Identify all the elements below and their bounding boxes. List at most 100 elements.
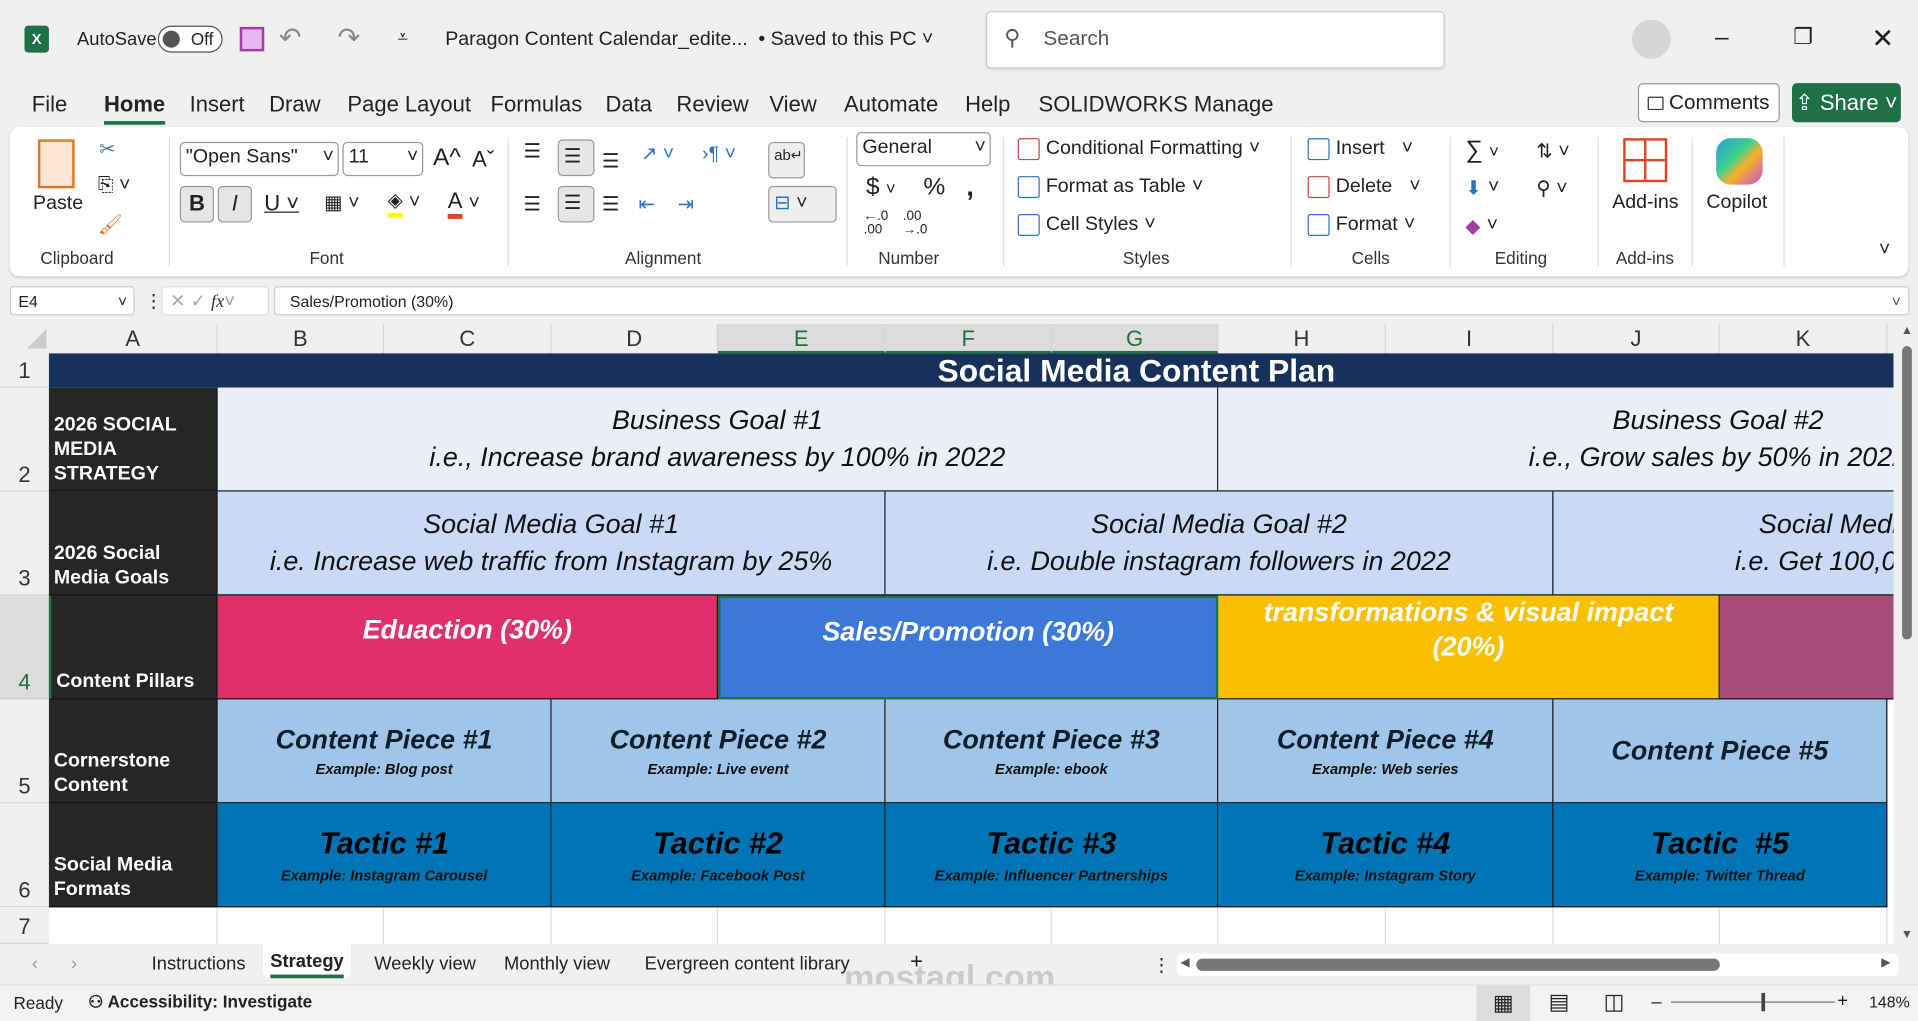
pillar-transformations[interactable]: transformations & visual impact (20%) [1218,595,1720,700]
clear-icon[interactable]: ◆ ˅ [1465,215,1499,238]
empty-cell[interactable] [1052,907,1219,945]
align-middle-button[interactable]: ☰ [557,139,595,177]
horizontal-scroll-thumb[interactable] [1196,958,1720,971]
enter-icon[interactable]: ✓ [190,291,206,312]
vertical-scrollbar[interactable]: ▲ ▼ [1895,324,1918,945]
select-all-button[interactable] [26,328,47,349]
align-bottom-icon[interactable]: ☰ [601,151,620,173]
orientation-icon[interactable]: ↗ ˅ [640,144,675,166]
align-center-button[interactable]: ☰ [557,185,595,223]
row-header-3[interactable]: 3 [0,491,49,596]
column-header-j[interactable]: J [1553,324,1720,354]
social-goal-2[interactable]: Social Media Goal #2 i.e. Double instagra… [885,491,1554,596]
formula-options-icon[interactable]: ⋮ [144,291,163,312]
format-cells-button[interactable]: Format ˅ [1307,213,1415,237]
decrease-font-icon[interactable]: Aˇ [472,146,495,172]
increase-font-icon[interactable]: A^ [433,144,461,172]
add-ins-icon[interactable] [1623,138,1668,183]
empty-cell[interactable] [1218,907,1386,945]
decrease-decimal-icon[interactable]: .00 →.0 [902,209,928,238]
label-cornerstone[interactable]: Cornerstone Content [48,699,218,804]
cell-styles-button[interactable]: Cell Styles ˅ [1017,213,1156,237]
align-left-icon[interactable]: ☰ [523,194,542,216]
add-ins-button[interactable]: Add-ins [1612,191,1679,213]
label-strategy[interactable]: 2026 SOCIAL MEDIA STRATEGY [48,387,218,492]
align-right-icon[interactable]: ☰ [601,194,620,216]
prev-sheet-icon[interactable]: ‹ [31,953,38,975]
wrap-text-button[interactable]: ab↵ [768,141,805,179]
label-goals[interactable]: 2026 Social Media Goals [48,491,218,596]
row-header-7[interactable]: 7 [0,907,49,945]
redo-icon[interactable]: ↷ [337,22,361,53]
zoom-level[interactable]: 148% [1869,992,1910,1012]
tab-draw[interactable]: Draw [269,91,321,117]
column-header-h[interactable]: H [1218,324,1386,354]
tactic-cell[interactable]: Tactic #3 Example: Influencer Partnership… [885,803,1219,908]
insert-function-button[interactable]: fx [211,292,225,312]
column-header-i[interactable]: I [1385,324,1554,354]
empty-cell[interactable] [552,907,719,945]
fill-icon[interactable]: ⬇ ˅ [1465,177,1500,200]
increase-indent-icon[interactable]: ⇥ [677,194,695,216]
scroll-up-icon[interactable]: ▲ [1900,324,1913,338]
normal-view-button[interactable]: ▦ [1476,985,1531,1021]
insert-cells-button[interactable]: Insert ˅ [1307,138,1413,161]
avatar[interactable] [1631,19,1671,59]
borders-icon[interactable]: ▦ ˅ [324,193,360,214]
content-piece-cell[interactable]: Content Piece #4 Example: Web series [1218,699,1554,804]
tab-insert[interactable]: Insert [189,91,245,117]
tab-file[interactable]: File [31,91,68,117]
close-button[interactable]: ✕ [1871,23,1895,54]
pillar-education[interactable]: Eduaction (30%) [217,595,719,700]
business-goal-1[interactable]: Business Goal #1 i.e., Increase brand awa… [217,387,1219,492]
content-piece-cell[interactable]: Content Piece #5 [1553,699,1888,804]
comma-icon[interactable]: , [966,171,974,202]
accessibility-status[interactable]: ⚇ Accessibility: Investigate [88,992,312,1013]
font-color-icon[interactable]: A ˅ [447,188,480,219]
content-piece-cell[interactable]: Content Piece #1 Example: Blog post [217,699,552,804]
sheet-title-cell[interactable]: Social Media Content Plan [48,353,1894,388]
delete-cells-button[interactable]: Delete ˅ [1307,176,1421,199]
minimize-button[interactable]: – [1714,24,1729,52]
decrease-indent-icon[interactable]: ⇤ [638,194,655,216]
copilot-icon[interactable] [1716,138,1763,185]
content-piece-cell[interactable]: Content Piece #3 Example: ebook [885,699,1219,804]
empty-cell[interactable] [1720,907,1888,945]
zoom-slider[interactable] [1670,992,1835,1012]
underline-button[interactable]: U ˅ [264,190,300,216]
scroll-left-icon[interactable]: ◀ [1180,956,1190,970]
content-piece-cell[interactable]: Content Piece #2 Example: Live event [551,699,886,804]
italic-button[interactable]: I [217,185,252,223]
tab-formulas[interactable]: Formulas [490,91,583,117]
percent-icon[interactable]: % [923,173,946,201]
tactic-cell[interactable]: Tactic #2 Example: Facebook Post [551,803,886,908]
column-header-f[interactable]: F [885,324,1052,354]
find-icon[interactable]: ⚲ ˅ [1536,178,1568,200]
comments-button[interactable]: Comments [1637,83,1780,123]
text-direction-icon[interactable]: ›¶ ˅ [702,144,737,166]
font-name-select[interactable]: "Open Sans" ˅ [179,141,339,177]
search-box[interactable]: ⚲ Search [985,11,1445,69]
tab-home[interactable]: Home [103,92,166,125]
copilot-button[interactable]: Copilot [1706,191,1768,213]
cut-icon[interactable]: ✂ [99,139,116,161]
label-pillars[interactable]: Content Pillars [48,595,218,700]
sheet-tab-instructions[interactable]: Instructions [151,953,246,975]
sheet-tab-weekly-view[interactable]: Weekly view [374,953,476,975]
copy-icon[interactable]: ⎘ ˅ [97,174,131,196]
tab-view[interactable]: View [769,91,817,117]
currency-icon[interactable]: $ ˅ [866,173,896,201]
page-break-view-icon[interactable]: ◫ [1603,989,1625,1014]
horizontal-scrollbar[interactable]: ◀ ▶ [1176,953,1899,976]
autosum-icon[interactable]: ∑ ˅ [1465,136,1499,164]
tab-help[interactable]: Help [965,91,1011,117]
number-format-select[interactable]: General ˅ [856,132,991,167]
name-box[interactable]: E4 ˅ [9,286,135,316]
empty-cell[interactable] [1553,907,1720,945]
tactic-cell[interactable]: Tactic #4 Example: Instagram Story [1218,803,1554,908]
paste-button[interactable]: Paste [33,193,84,214]
social-goal-1[interactable]: Social Media Goal #1 i.e. Increase web tr… [217,491,886,596]
sheet-tab-monthly-view[interactable]: Monthly view [503,953,611,975]
empty-cell[interactable] [718,907,886,945]
column-header-e[interactable]: E [718,324,886,354]
